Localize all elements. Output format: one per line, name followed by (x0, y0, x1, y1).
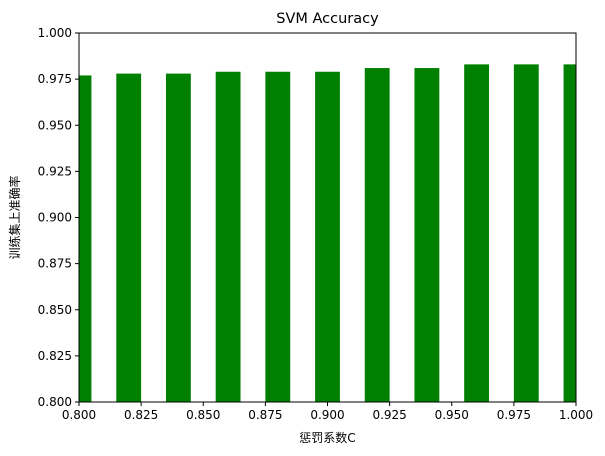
bars (79, 64, 576, 402)
chart-title: SVM Accuracy (276, 11, 379, 27)
bar (116, 73, 142, 402)
bar (265, 71, 291, 402)
bar (315, 71, 340, 402)
y-tick-label: 0.875 (38, 257, 72, 271)
y-axis-label: 训练集上准确率 (7, 175, 22, 259)
y-tick-label: 0.975 (38, 72, 72, 86)
y-tick-label: 0.950 (38, 118, 72, 132)
x-tick-label: 0.875 (248, 408, 282, 422)
x-tick-label: 0.850 (186, 408, 220, 422)
bar (563, 64, 576, 402)
bar (215, 71, 241, 402)
x-tick-label: 0.975 (497, 408, 531, 422)
y-tick-label: 0.825 (38, 349, 72, 363)
bar (79, 75, 92, 402)
y-tick-label: 0.900 (38, 211, 72, 225)
y-tick-label: 1.000 (38, 26, 72, 40)
x-tick-label: 0.950 (435, 408, 469, 422)
bar (464, 64, 490, 402)
bar (414, 68, 440, 402)
bar (165, 73, 191, 402)
y-tick-label: 0.850 (38, 303, 72, 317)
x-axis-label: 惩罚系数C (299, 430, 355, 445)
y-tick-label: 0.800 (38, 395, 72, 409)
y-axis-ticks: 0.800 0.825 0.850 0.875 0.900 0.925 0.950 0.975… (38, 26, 79, 409)
plot-area (78, 32, 577, 403)
x-tick-label: 0.925 (372, 408, 406, 422)
bar (364, 68, 390, 402)
x-tick-label: 0.825 (124, 408, 158, 422)
x-tick-label: 0.900 (310, 408, 344, 422)
x-tick-label: 1.000 (559, 408, 593, 422)
x-tick-label: 0.800 (62, 408, 96, 422)
x-axis-ticks: 0.800 0.825 0.850 0.875 0.900 0.925 0.950 0.975… (62, 402, 593, 422)
y-tick-label: 0.925 (38, 164, 72, 178)
bar (513, 64, 539, 402)
